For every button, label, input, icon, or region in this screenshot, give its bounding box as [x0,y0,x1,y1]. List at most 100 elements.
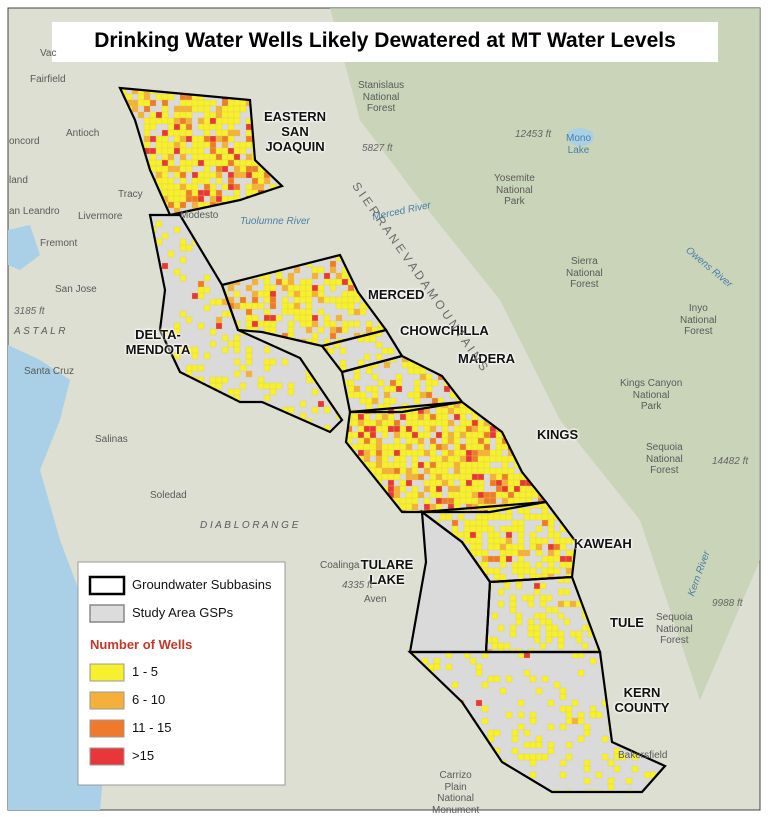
well-cell [125,93,133,101]
well-cell [489,473,497,481]
place-label: Coalinga [320,560,360,571]
place-label: Salinas [95,434,128,445]
well-cell [299,320,307,328]
well-cell [335,314,343,322]
well-cell [577,669,585,677]
well-cell [387,425,395,433]
well-cell [469,543,477,551]
well-cell [191,364,199,372]
well-cell [347,296,355,304]
well-cell [137,99,145,107]
well-cell [167,141,175,149]
well-cell [233,302,241,310]
well-cell [511,747,519,755]
well-cell [393,461,401,469]
well-cell [299,296,307,304]
well-cell [505,525,513,533]
well-cell [405,413,413,421]
well-cell [299,314,307,322]
well-cell [197,322,205,330]
subbasin-outline [407,650,667,794]
well-cell [429,485,437,493]
well-cell [227,123,235,131]
well-cell [215,111,223,119]
well-cell [369,419,377,427]
well-cell [197,286,205,294]
well-cell [619,753,627,761]
well-cell [263,177,271,185]
well-cell [329,332,337,340]
well-cell [239,296,247,304]
well-cell [215,129,223,137]
well-cell [393,443,401,451]
well-cell [535,741,543,749]
well-cell [565,555,573,563]
well-cell [459,491,467,499]
well-cell [411,503,419,511]
well-cell [529,543,537,551]
well-cell [523,567,531,575]
well-cell [481,519,489,527]
well-cell [381,347,389,355]
well-cell [517,555,525,563]
well-cell [559,687,567,695]
well-cell [581,624,589,632]
well-cell [463,525,471,533]
well-cell [491,636,499,644]
well-cell [487,513,495,521]
well-cell [353,296,361,304]
well-cell [577,735,585,743]
well-cell [203,99,211,107]
well-cell [161,111,169,119]
well-cell [263,290,271,298]
well-cell [547,549,555,557]
well-cell [203,177,211,185]
well-cell [263,382,271,390]
well-cell [395,379,403,387]
well-cell [631,753,639,761]
well-cell [491,612,499,620]
well-cell [541,537,549,545]
well-cell [559,561,567,569]
well-cell [155,135,163,143]
well-cell [335,296,343,304]
well-cell [407,367,415,375]
well-cell [471,455,479,463]
well-cell [191,183,199,191]
well-cell [209,123,217,131]
well-cell [425,373,433,381]
well-cell [233,105,241,113]
place-label: Stanislaus National Forest [358,80,405,114]
well-cell [197,364,205,372]
well-cell [447,491,455,499]
well-cell [251,177,259,185]
well-cell [523,741,531,749]
legend-swatch [89,691,125,710]
well-cell [487,735,495,743]
well-cell [447,461,455,469]
well-cell [185,123,193,131]
well-cell [459,431,467,439]
well-cell [347,302,355,310]
well-cell [381,467,389,475]
well-cell [173,165,181,173]
well-cell [387,485,395,493]
well-cell [565,741,573,749]
well-cell [227,135,235,143]
well-cell [515,618,523,626]
well-cell [459,413,467,421]
well-cell [357,437,365,445]
well-cell [335,272,343,280]
well-cell [155,147,163,155]
well-cell [505,543,513,551]
well-cell [423,425,431,433]
well-cell [529,531,537,539]
well-cell [535,543,543,551]
well-cell [209,111,217,119]
well-cell [251,165,259,173]
well-cell [477,455,485,463]
place-label: Sierra National Forest [566,256,603,290]
well-cell [509,624,517,632]
well-cell [495,491,503,499]
well-cell [405,503,413,511]
